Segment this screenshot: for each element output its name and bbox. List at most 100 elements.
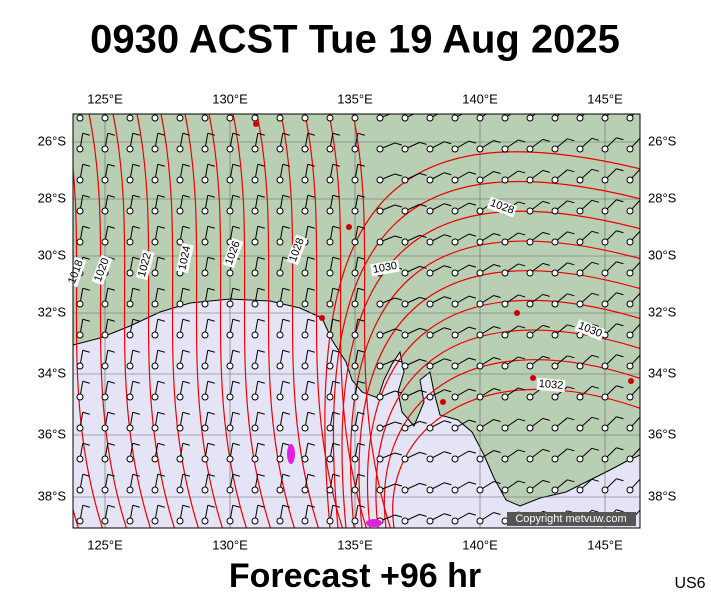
station bbox=[476, 517, 484, 525]
station bbox=[126, 300, 134, 308]
station bbox=[426, 176, 434, 184]
barb-flag bbox=[591, 509, 600, 513]
station bbox=[351, 269, 359, 277]
station bbox=[176, 207, 184, 215]
barb-flag bbox=[444, 482, 452, 486]
station bbox=[351, 207, 359, 215]
barb-flag bbox=[307, 163, 315, 167]
station bbox=[201, 393, 209, 401]
station bbox=[451, 207, 459, 215]
station bbox=[476, 486, 484, 494]
isobar bbox=[88, 114, 128, 528]
barb-flag bbox=[182, 473, 190, 477]
station bbox=[251, 300, 259, 308]
barb-flag bbox=[332, 225, 340, 229]
barb-flag bbox=[182, 132, 190, 136]
station bbox=[401, 362, 409, 370]
barb-flag bbox=[182, 194, 190, 198]
barb-flag bbox=[157, 349, 165, 353]
contour-label-box bbox=[536, 377, 566, 393]
isobar bbox=[328, 114, 368, 528]
station bbox=[176, 455, 184, 463]
barb-flag bbox=[257, 287, 265, 291]
barb-flag bbox=[567, 417, 575, 421]
barb-flag bbox=[444, 389, 452, 393]
station bbox=[476, 176, 484, 184]
station bbox=[626, 145, 634, 153]
station bbox=[376, 362, 384, 370]
contour-label-box bbox=[486, 196, 518, 218]
barb-flag bbox=[616, 385, 624, 389]
contour-label-text: 1030 bbox=[372, 260, 398, 276]
station bbox=[626, 300, 634, 308]
station bbox=[76, 455, 84, 463]
station bbox=[76, 207, 84, 215]
barb-flag bbox=[282, 380, 290, 384]
barb-flag bbox=[444, 234, 452, 238]
barb-flag bbox=[591, 323, 600, 327]
barb-flag bbox=[307, 380, 315, 384]
station bbox=[226, 424, 234, 432]
isobar bbox=[392, 388, 640, 528]
station bbox=[201, 455, 209, 463]
station bbox=[326, 238, 334, 246]
barb-flag bbox=[133, 102, 140, 104]
station bbox=[426, 269, 434, 277]
barb-flag bbox=[357, 225, 365, 229]
station bbox=[376, 455, 384, 463]
barb-flag bbox=[332, 194, 340, 198]
station bbox=[576, 393, 584, 401]
barb-flag bbox=[282, 287, 290, 291]
barb-flag bbox=[132, 411, 140, 415]
lon-label: 125°E bbox=[87, 91, 123, 106]
barb-flag bbox=[518, 325, 526, 329]
station bbox=[251, 331, 259, 339]
station bbox=[376, 145, 384, 153]
station bbox=[426, 114, 434, 122]
contour-label: 1030 bbox=[370, 259, 400, 277]
station bbox=[301, 269, 309, 277]
city-dot bbox=[253, 121, 259, 127]
station bbox=[376, 176, 384, 184]
barb-flag bbox=[82, 442, 90, 446]
barb-flag bbox=[591, 478, 600, 482]
station bbox=[476, 269, 484, 277]
barb-flag bbox=[394, 204, 402, 208]
station bbox=[401, 517, 409, 525]
barb-flag bbox=[107, 225, 115, 229]
station bbox=[501, 145, 509, 153]
station bbox=[126, 114, 134, 122]
station bbox=[151, 455, 159, 463]
barb-flag bbox=[616, 323, 624, 327]
barb-flag bbox=[157, 287, 165, 291]
barb-flag bbox=[641, 509, 648, 511]
barb-flag bbox=[257, 411, 265, 415]
station bbox=[426, 331, 434, 339]
station bbox=[176, 238, 184, 246]
station bbox=[526, 176, 534, 184]
station bbox=[351, 424, 359, 432]
barb-flag bbox=[641, 168, 648, 170]
station bbox=[201, 331, 209, 339]
barb-flag bbox=[419, 296, 427, 300]
station bbox=[551, 176, 559, 184]
station bbox=[151, 176, 159, 184]
lon-label: 145°E bbox=[587, 91, 623, 106]
barb-flag bbox=[444, 265, 452, 269]
barb-flag bbox=[107, 256, 115, 260]
barb-flag bbox=[616, 447, 624, 451]
station bbox=[451, 517, 459, 525]
barb-flag bbox=[444, 513, 452, 517]
barb-flag bbox=[468, 388, 477, 392]
lon-label: 130°E bbox=[212, 91, 248, 106]
station bbox=[101, 393, 109, 401]
barb-flag bbox=[518, 480, 526, 484]
barb-flag bbox=[207, 225, 215, 229]
barb-flag bbox=[567, 386, 575, 390]
station bbox=[451, 393, 459, 401]
barb-flag bbox=[207, 287, 215, 291]
isobar bbox=[73, 162, 104, 528]
station bbox=[251, 393, 259, 401]
barb-flag bbox=[82, 194, 90, 198]
station bbox=[526, 362, 534, 370]
